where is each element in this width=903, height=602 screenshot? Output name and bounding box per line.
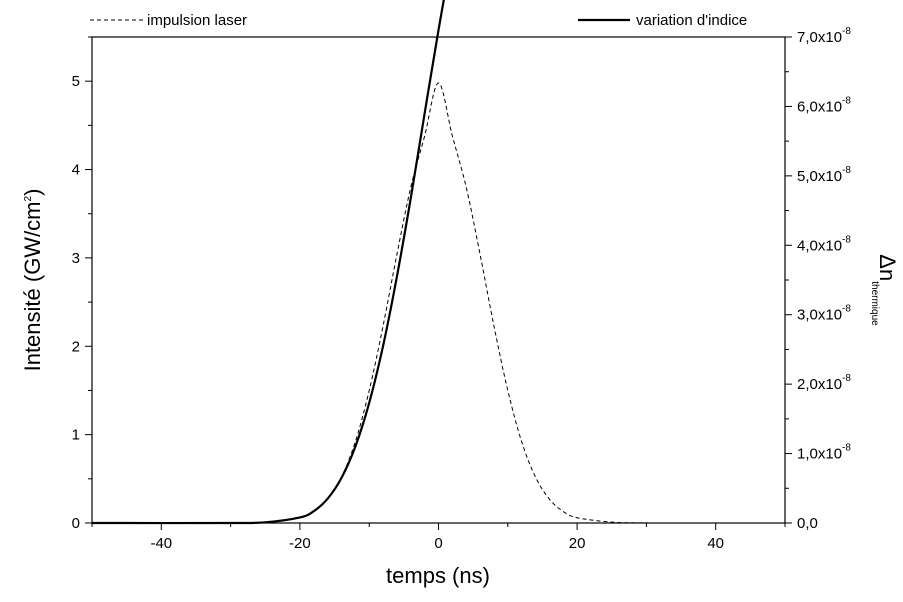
y-right-tick-label: 6,0x10-8	[797, 95, 851, 115]
y-right-axis-ticks: 0,0 1,0x10-8 2,0x10-8 3,0x10-8 4,0x10-8 5,0x1…	[785, 26, 851, 532]
y-right-tick-label: 7,0x10-8	[797, 26, 851, 46]
y-right-tick-label: 4,0x10-8	[797, 234, 851, 254]
legend-label-impulsion-laser: impulsion laser	[147, 12, 247, 29]
y-right-tick-label: 0,0	[797, 515, 818, 532]
y-right-tick-label: 2,0x10-8	[797, 373, 851, 393]
legend-label-variation-indice: variation d'indice	[636, 12, 747, 29]
y-right-axis-title: Δnthermique	[869, 254, 900, 326]
series-layer	[91, 0, 716, 525]
plot-frame	[91, 36, 786, 524]
y-left-tick-label: 4	[72, 162, 80, 179]
x-tick-label: 40	[707, 535, 724, 552]
x-axis-title: temps (ns)	[386, 563, 490, 588]
x-tick-label: -20	[289, 535, 311, 552]
y-left-tick-label: 1	[72, 427, 80, 444]
y-left-axis-title: Intensité (GW/cm2)	[20, 189, 45, 372]
y-left-tick-label: 2	[72, 338, 80, 355]
series-line-impulsion-laser	[91, 82, 716, 524]
x-tick-label: 20	[569, 535, 586, 552]
y-right-tick-label: 1,0x10-8	[797, 443, 851, 463]
y-right-tick-label: 5,0x10-8	[797, 165, 851, 185]
y-right-tick-label: 3,0x10-8	[797, 304, 851, 324]
y-left-tick-label: 3	[72, 250, 80, 267]
y-left-tick-label: 0	[72, 515, 80, 532]
x-axis-ticks: -40 -20 0 20 40	[91, 523, 786, 552]
y-left-axis-ticks: 0 1 2 3 4 5	[72, 36, 92, 532]
x-tick-label: -40	[150, 535, 172, 552]
x-tick-label: 0	[434, 535, 442, 552]
legend: impulsion laser variation d'indice	[90, 12, 747, 29]
y-left-tick-label: 5	[72, 73, 80, 90]
series-line-variation-indice	[91, 0, 445, 525]
